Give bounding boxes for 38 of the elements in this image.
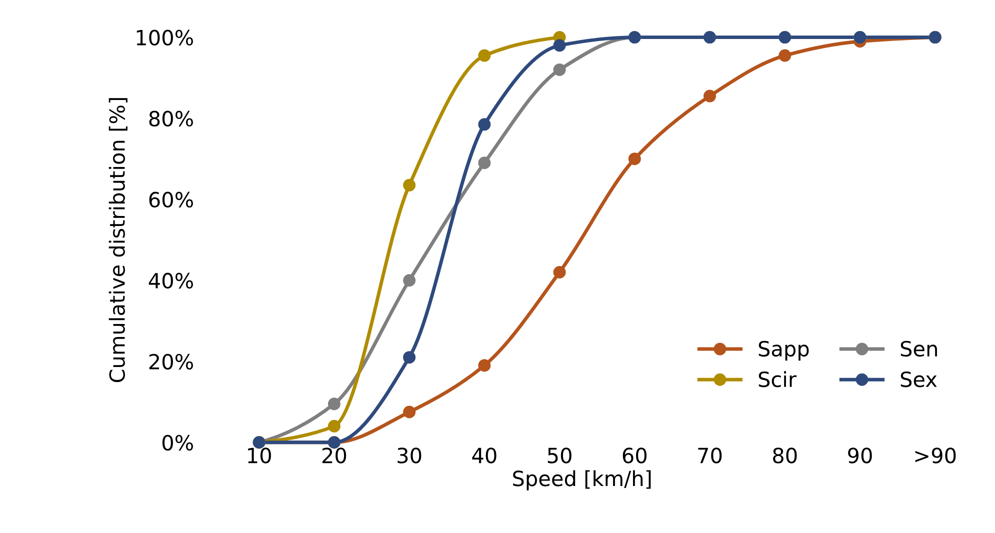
x-tick-label: 60	[622, 448, 647, 464]
x-tick-label: 80	[773, 448, 797, 464]
point	[553, 266, 566, 279]
y-tick-label: 0%	[162, 434, 193, 451]
y-tick-label: 60%	[149, 192, 193, 208]
legend-label: Sex	[900, 371, 937, 388]
point	[403, 406, 416, 418]
legend-label: Scir	[758, 371, 796, 388]
x-tick-label: 30	[398, 448, 422, 464]
point	[704, 90, 716, 102]
x-tick-label: 20	[322, 448, 346, 464]
point	[478, 49, 491, 62]
legend-label: Sapp	[758, 340, 809, 361]
x-tick-label: 90	[848, 448, 872, 464]
y-axis-title: Cumulative distribution [%]	[108, 98, 128, 382]
x-tick-label: 10	[248, 448, 271, 464]
x-tick-label: 70	[698, 448, 722, 464]
x-tick-label: >90	[915, 448, 956, 464]
x-tick-label: 40	[472, 448, 496, 464]
point	[403, 274, 416, 287]
point	[403, 351, 416, 364]
y-tick-label: 80%	[149, 110, 193, 127]
point	[328, 398, 340, 410]
y-tick-label: 20%	[149, 354, 193, 370]
point	[403, 178, 416, 192]
point	[328, 420, 340, 432]
y-tick-label: 40%	[148, 272, 193, 289]
point	[553, 63, 566, 76]
point	[778, 49, 792, 62]
point	[478, 118, 491, 131]
y-tick-label: 100%	[136, 30, 193, 46]
legend-label: Sen	[900, 340, 937, 357]
point	[628, 152, 641, 166]
point	[478, 156, 491, 170]
point	[553, 39, 566, 52]
x-tick-label: 50	[548, 448, 572, 464]
point	[478, 359, 491, 372]
x-axis-title: Speed [km/h]	[513, 470, 651, 490]
